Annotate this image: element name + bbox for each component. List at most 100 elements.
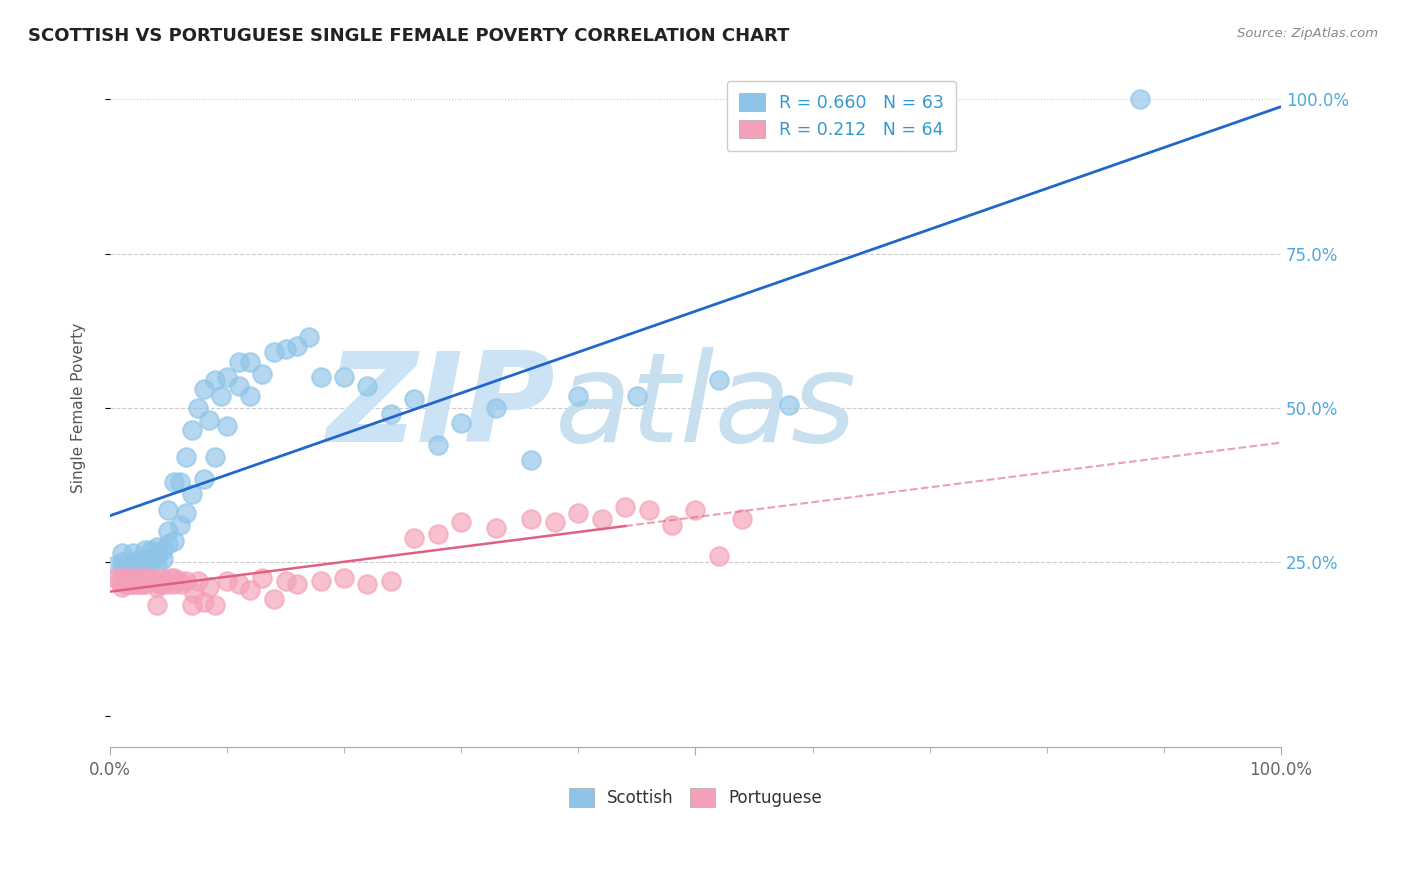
Point (333, 370, 356, 384)
Text: ZIP: ZIP (326, 347, 555, 468)
Point (112, 576, 135, 591)
Point (134, 571, 156, 585)
Point (134, 542, 156, 557)
Point (145, 549, 167, 563)
Point (731, 512, 754, 526)
Point (250, 571, 273, 585)
Point (215, 370, 238, 384)
Point (134, 561, 156, 575)
Point (274, 574, 297, 588)
Point (104, 558, 127, 573)
Point (152, 576, 174, 591)
Point (356, 379, 378, 393)
Point (661, 518, 683, 533)
Point (685, 502, 707, 516)
Point (215, 574, 238, 588)
Point (139, 555, 162, 569)
Point (163, 533, 186, 548)
Point (228, 354, 250, 368)
Point (139, 574, 162, 588)
Point (250, 367, 273, 381)
Point (485, 521, 508, 535)
Point (198, 580, 221, 594)
Point (309, 370, 332, 384)
Point (139, 542, 162, 557)
Point (145, 599, 167, 613)
Text: atlas: atlas (555, 347, 858, 468)
Point (163, 475, 186, 489)
Point (157, 537, 180, 551)
Legend: Scottish, Portuguese: Scottish, Portuguese (562, 781, 830, 814)
Point (124, 576, 146, 591)
Point (239, 388, 262, 402)
Point (778, 398, 800, 412)
Point (204, 373, 226, 387)
Point (193, 383, 215, 397)
Point (180, 599, 202, 613)
Point (228, 576, 250, 591)
Point (163, 576, 186, 591)
Point (148, 576, 170, 591)
Point (426, 527, 449, 541)
Point (174, 450, 197, 465)
Point (198, 413, 221, 427)
Point (157, 524, 180, 539)
Point (204, 599, 226, 613)
Point (174, 574, 197, 588)
Point (356, 576, 378, 591)
Point (136, 574, 159, 588)
Point (520, 453, 543, 467)
Point (152, 552, 174, 566)
Point (183, 586, 205, 600)
Point (204, 450, 226, 465)
Point (172, 576, 194, 591)
Point (380, 407, 402, 421)
Point (157, 576, 180, 591)
Point (1129, 92, 1152, 106)
Point (110, 561, 132, 575)
Point (193, 472, 215, 486)
Point (145, 580, 167, 594)
Point (108, 574, 131, 588)
Point (228, 379, 250, 393)
Point (169, 574, 191, 588)
Point (187, 401, 209, 415)
Point (707, 549, 730, 563)
Point (285, 576, 308, 591)
Point (122, 546, 145, 560)
Point (567, 506, 589, 520)
Y-axis label: Single Female Poverty: Single Female Poverty (72, 323, 86, 493)
Point (117, 561, 139, 575)
Point (128, 552, 150, 566)
Point (163, 571, 186, 585)
Point (404, 531, 426, 545)
Point (450, 515, 472, 529)
Point (285, 339, 308, 353)
Point (110, 546, 132, 560)
Point (485, 401, 508, 415)
Point (110, 555, 132, 569)
Point (128, 561, 150, 575)
Point (426, 438, 449, 452)
Point (239, 354, 262, 368)
Point (152, 542, 174, 557)
Point (298, 330, 321, 344)
Point (263, 592, 285, 607)
Point (122, 576, 145, 591)
Point (117, 571, 139, 585)
Point (707, 373, 730, 387)
Point (193, 595, 215, 609)
Point (159, 571, 181, 585)
Point (180, 423, 202, 437)
Point (309, 574, 332, 588)
Point (215, 419, 238, 434)
Point (187, 574, 209, 588)
Point (637, 502, 659, 516)
Text: SCOTTISH VS PORTUGUESE SINGLE FEMALE POVERTY CORRELATION CHART: SCOTTISH VS PORTUGUESE SINGLE FEMALE POV… (28, 27, 790, 45)
Point (155, 574, 177, 588)
Point (117, 576, 139, 591)
Point (169, 475, 191, 489)
Point (263, 345, 285, 359)
Point (110, 580, 132, 594)
Point (591, 512, 613, 526)
